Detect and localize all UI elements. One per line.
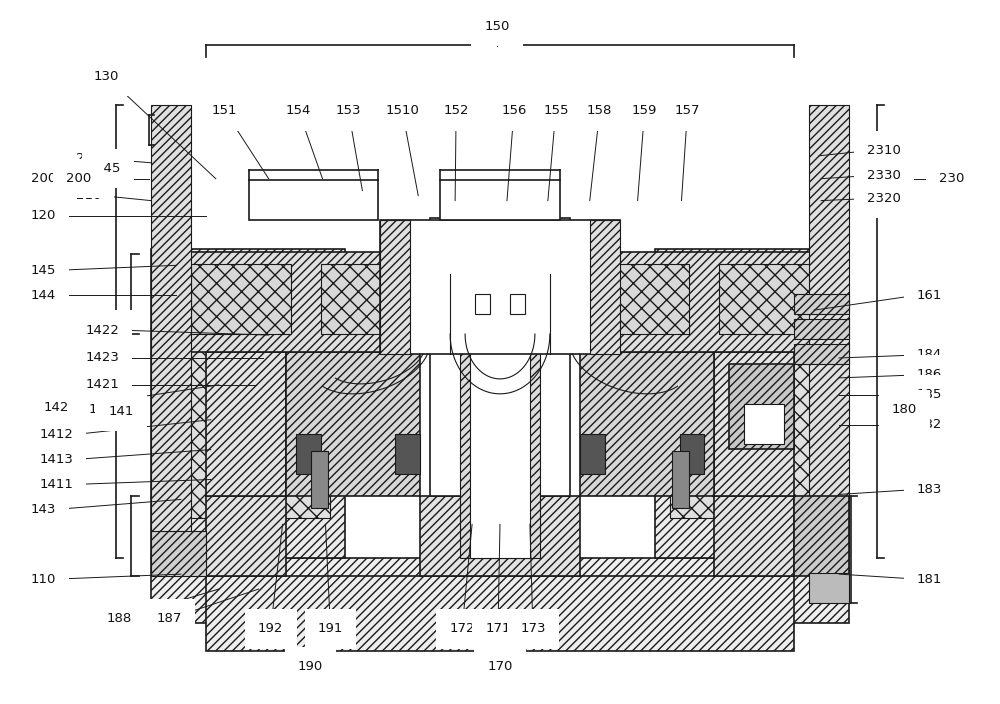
Text: 171: 171	[485, 622, 511, 636]
Bar	[191, 264, 291, 334]
Text: 154: 154	[286, 104, 311, 118]
Bar	[186, 294, 330, 518]
Text: 144: 144	[31, 289, 56, 302]
Text: 159: 159	[632, 104, 657, 118]
Text: 1423: 1423	[85, 351, 119, 365]
Text: 200: 200	[66, 172, 91, 185]
Text: 182: 182	[917, 418, 942, 432]
Bar	[794, 344, 849, 364]
Text: 180: 180	[892, 403, 917, 416]
Bar	[809, 105, 849, 558]
Bar	[714, 352, 794, 496]
Bar	[460, 220, 540, 558]
Bar	[655, 249, 849, 558]
Text: 200: 200	[31, 172, 56, 185]
Bar	[206, 496, 286, 576]
Bar	[670, 294, 814, 518]
Bar	[575, 253, 824, 352]
Bar	[714, 496, 794, 576]
Text: 2310: 2310	[867, 144, 901, 157]
Text: 157: 157	[675, 104, 700, 118]
Text: 2320: 2320	[867, 192, 901, 205]
Text: 143: 143	[31, 503, 56, 516]
Bar	[440, 180, 560, 220]
Text: 1421: 1421	[85, 378, 119, 391]
Bar	[311, 451, 328, 508]
Text: 110: 110	[31, 572, 56, 586]
Bar	[176, 253, 425, 352]
Text: 153: 153	[336, 104, 361, 118]
Text: 120: 120	[31, 209, 56, 222]
Bar	[395, 434, 420, 474]
Text: 181: 181	[917, 572, 942, 586]
Text: 190: 190	[298, 660, 323, 673]
Bar	[510, 294, 525, 314]
Bar	[380, 220, 620, 354]
Text: 192: 192	[258, 622, 283, 636]
Text: 145: 145	[96, 162, 121, 175]
Bar	[249, 180, 378, 220]
Text: 184: 184	[917, 348, 942, 361]
Text: 155: 155	[543, 104, 569, 118]
Bar	[580, 352, 714, 496]
Text: 1412: 1412	[39, 428, 73, 441]
Text: 185: 185	[917, 389, 942, 401]
Text: 158: 158	[587, 104, 612, 118]
Text: 142: 142	[44, 401, 69, 414]
Text: 1510: 1510	[385, 104, 419, 118]
Bar	[680, 434, 704, 474]
Bar	[151, 105, 191, 558]
Bar	[672, 451, 689, 508]
Text: 151: 151	[212, 104, 238, 118]
Bar	[475, 294, 490, 314]
Bar	[296, 434, 320, 474]
Bar	[744, 404, 784, 444]
Text: 210: 210	[76, 189, 101, 202]
Text: 188: 188	[106, 612, 132, 625]
Bar	[380, 220, 410, 354]
Text: 1413: 1413	[39, 453, 73, 466]
Text: 230: 230	[939, 172, 964, 185]
Text: 191: 191	[318, 622, 343, 636]
Text: 150: 150	[484, 20, 510, 33]
Text: 186: 186	[917, 368, 942, 382]
Text: 130: 130	[93, 70, 119, 82]
Text: 183: 183	[917, 483, 942, 496]
Bar	[590, 220, 620, 354]
Text: 156: 156	[501, 104, 527, 118]
Bar	[151, 558, 849, 623]
Bar	[794, 496, 849, 576]
Text: 145: 145	[31, 264, 56, 277]
Text: 187: 187	[156, 612, 182, 625]
Text: 172: 172	[449, 622, 475, 636]
Text: 1422: 1422	[85, 324, 119, 337]
Text: 161: 161	[917, 289, 942, 302]
Text: 2330: 2330	[867, 169, 901, 182]
Bar	[719, 264, 819, 334]
Text: 170: 170	[487, 660, 513, 673]
Bar	[286, 352, 420, 496]
Bar	[590, 264, 689, 334]
Bar	[470, 279, 530, 558]
Text: 152: 152	[443, 104, 469, 118]
Bar	[206, 352, 286, 496]
Bar	[420, 496, 580, 576]
Text: 140: 140	[88, 403, 114, 416]
Bar	[151, 532, 206, 576]
Bar	[809, 573, 849, 603]
Bar	[794, 294, 849, 314]
Bar	[580, 434, 605, 474]
Bar	[320, 264, 420, 334]
Bar	[729, 364, 794, 448]
Text: 173: 173	[520, 622, 546, 636]
Text: 141: 141	[108, 406, 134, 418]
Text: 220: 220	[76, 152, 101, 165]
Bar	[430, 218, 570, 496]
Bar	[206, 576, 794, 650]
Text: 1411: 1411	[39, 478, 73, 491]
Bar	[151, 249, 345, 558]
Bar	[794, 319, 849, 339]
